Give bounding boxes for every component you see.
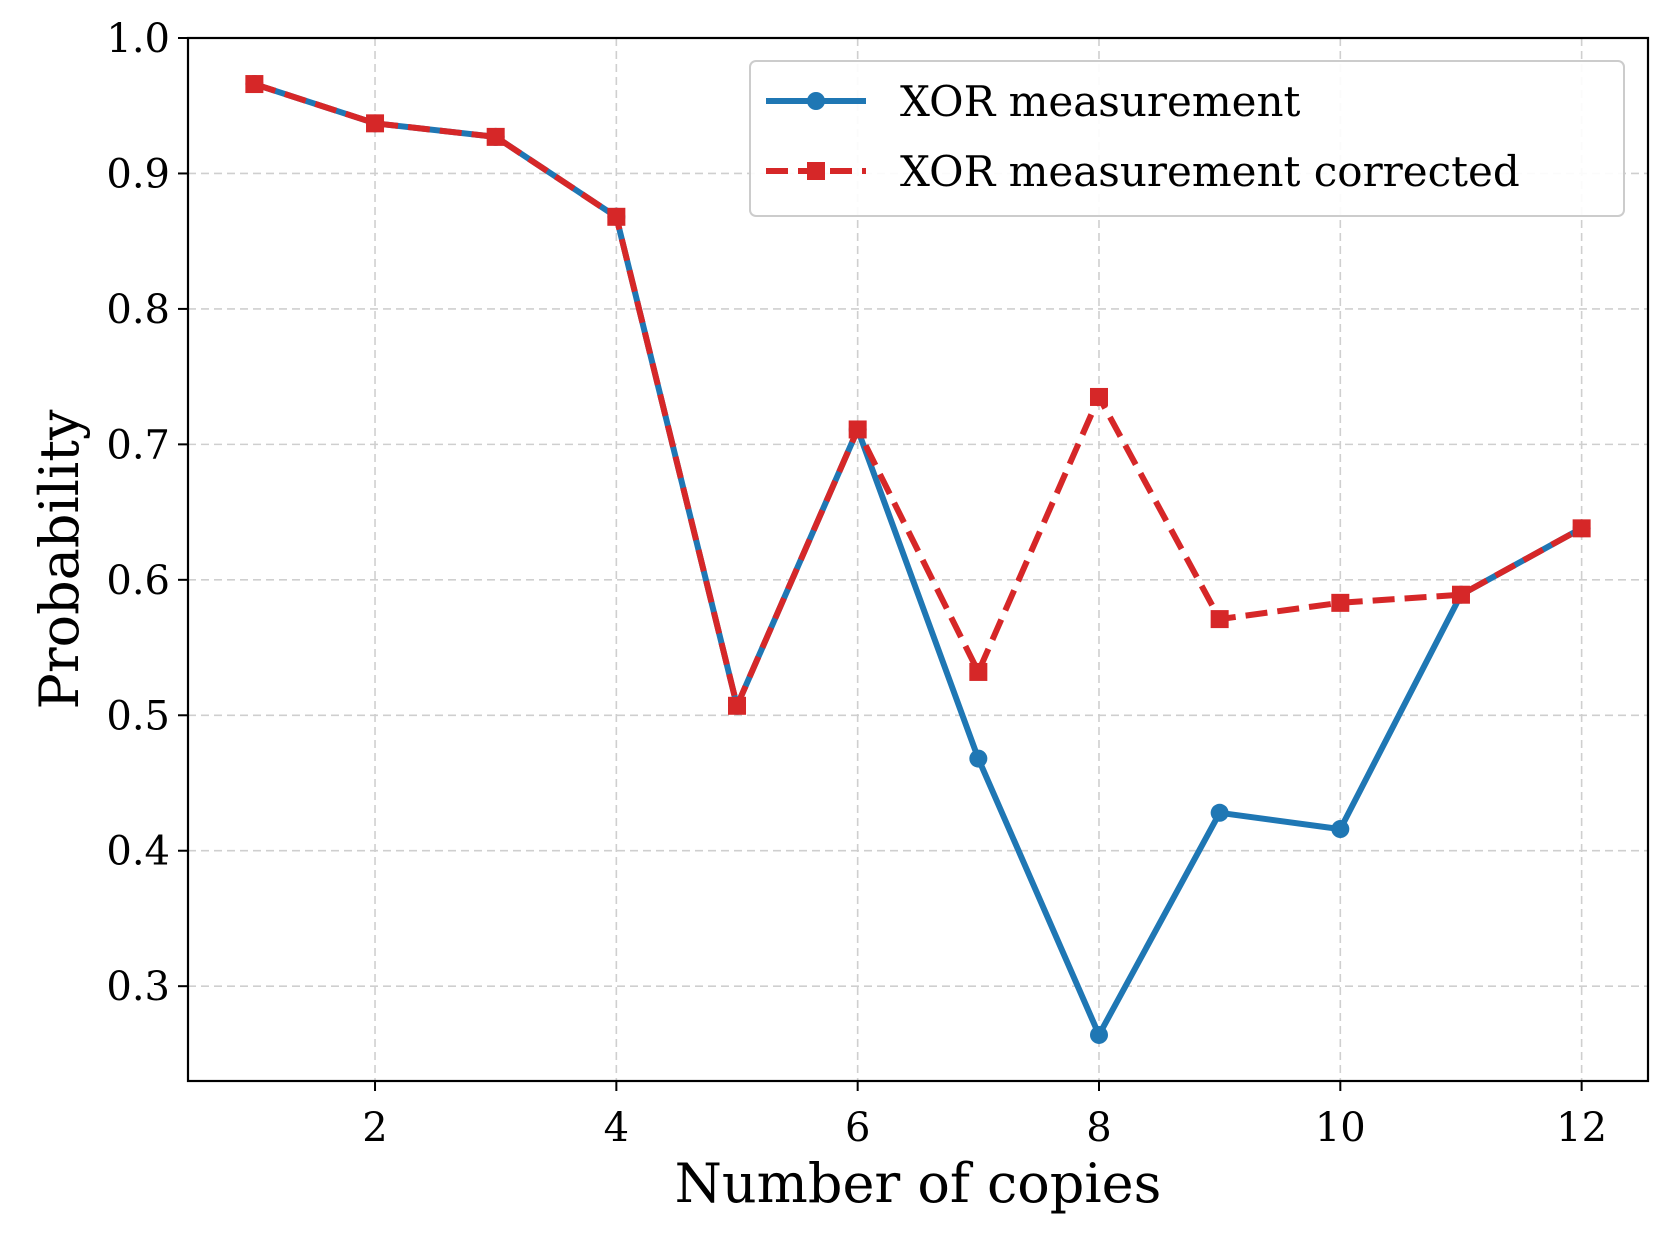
x-tick-label: 12 xyxy=(1556,1105,1607,1151)
data-point xyxy=(486,127,505,146)
data-point xyxy=(848,420,867,439)
legend-label: XOR measurement corrected xyxy=(900,147,1520,196)
x-tick-label: 4 xyxy=(604,1105,629,1151)
data-point xyxy=(366,114,385,133)
series-1 xyxy=(245,75,1591,1044)
y-tick-label: 1.0 xyxy=(106,16,170,62)
data-point xyxy=(1089,387,1108,406)
y-tick-label: 0.8 xyxy=(106,287,170,333)
data-point xyxy=(969,662,988,681)
x-axis-label: Number of copies xyxy=(675,1152,1162,1215)
data-point xyxy=(1331,820,1350,839)
y-tick-label: 0.6 xyxy=(106,558,170,604)
legend-box xyxy=(749,60,1625,217)
legend-label: XOR measurement xyxy=(900,77,1301,126)
series-layer xyxy=(245,75,1591,1044)
data-point xyxy=(1331,593,1350,612)
data-point xyxy=(728,696,747,715)
y-axis-label: Probability xyxy=(28,409,91,709)
y-tick-label: 0.4 xyxy=(106,829,170,875)
legend-entries: XOR measurement XOR measurement corrected xyxy=(766,77,1520,196)
data-point xyxy=(969,749,988,768)
x-tick-label: 6 xyxy=(845,1105,870,1151)
legend-entry: XOR measurement xyxy=(766,77,1301,126)
series-line xyxy=(253,81,1584,709)
legend: XOR measurement XOR measurement corrected xyxy=(749,60,1625,217)
data-point xyxy=(1572,519,1591,538)
y-tick-label: 0.3 xyxy=(106,964,170,1010)
y-tick-label: 0.5 xyxy=(106,693,170,739)
x-tick-label: 8 xyxy=(1086,1105,1111,1151)
plot-frame xyxy=(186,36,1650,1083)
series-line xyxy=(253,81,1584,1038)
data-point xyxy=(1210,803,1229,822)
data-point xyxy=(607,207,626,226)
data-point xyxy=(1210,610,1229,629)
x-tick-label: 10 xyxy=(1315,1105,1366,1151)
x-tick-label: 2 xyxy=(362,1105,387,1151)
series-2 xyxy=(245,75,1591,715)
axis-ticks: 2 4 6 8 10 12 0.3 0.4 0.5 0.6 0.7 0.8 0.9 1.0 xyxy=(106,16,1607,1151)
legend-marker xyxy=(807,162,825,180)
data-point xyxy=(1089,1025,1108,1044)
y-tick-label: 0.9 xyxy=(106,151,170,197)
data-point xyxy=(245,75,264,94)
y-tick-label: 0.7 xyxy=(106,422,170,468)
legend-entry: XOR measurement corrected xyxy=(766,147,1520,196)
data-point xyxy=(1451,585,1470,604)
legend-marker xyxy=(807,92,825,110)
